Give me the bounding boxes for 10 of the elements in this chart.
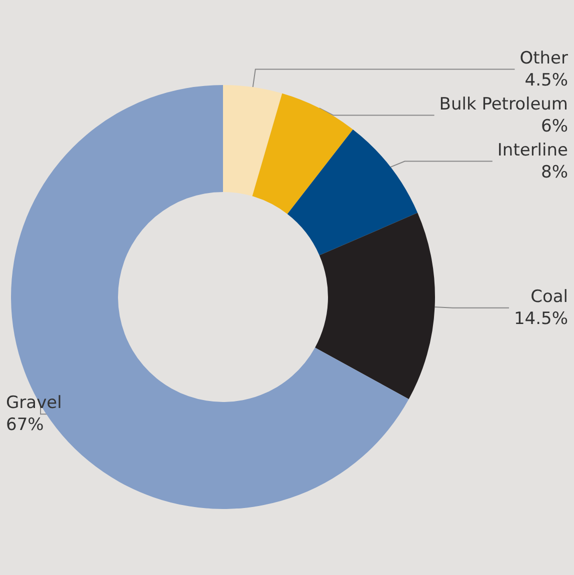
slice-label: Other: [520, 48, 568, 68]
data-label: 4.5%: [524, 70, 568, 90]
slice-label: Bulk Petroleum: [439, 94, 568, 114]
slice-label: Gravel: [6, 393, 62, 414]
data-label: 67%: [6, 415, 44, 436]
data-label: 14.5%: [514, 308, 568, 329]
data-label: 8%: [541, 162, 568, 182]
slice-label: Coal: [530, 286, 568, 307]
data-label: 6%: [541, 116, 568, 136]
slice-label: Interline: [497, 140, 568, 160]
